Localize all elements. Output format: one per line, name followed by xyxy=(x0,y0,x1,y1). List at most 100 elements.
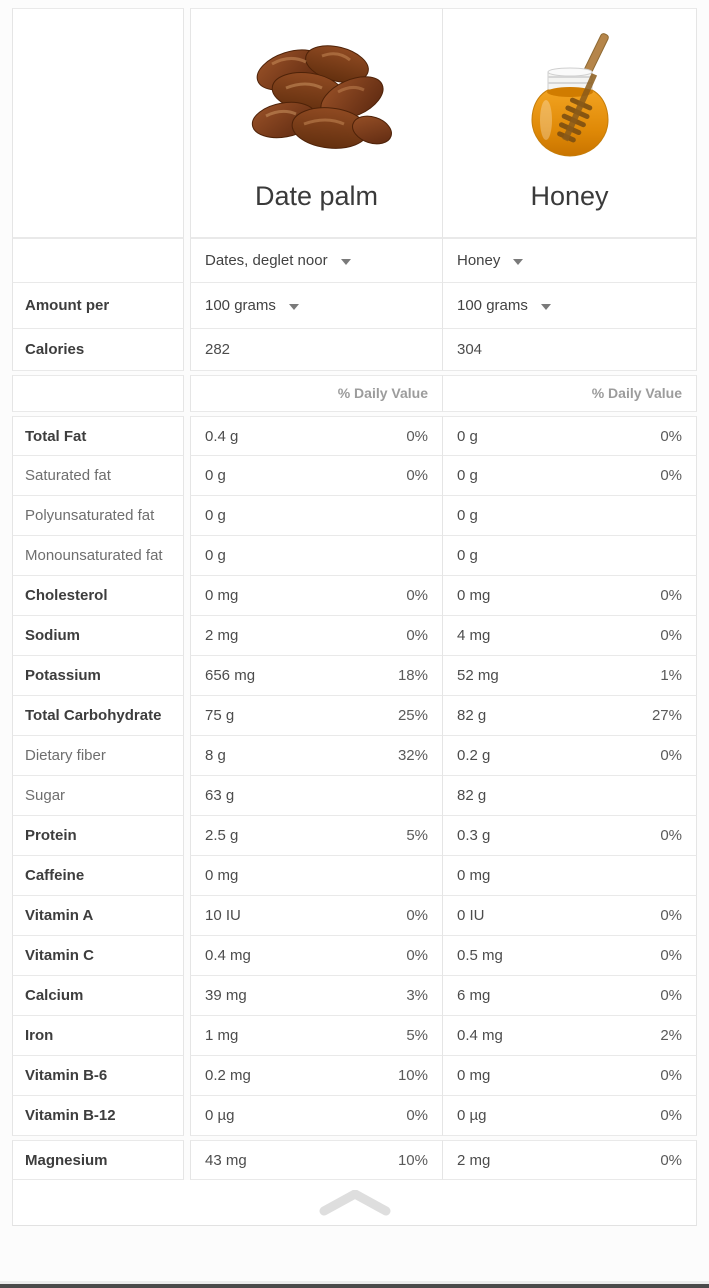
nutrient-amount: 39 mg xyxy=(205,987,247,1004)
nutrient-label: Vitamin B-12 xyxy=(12,1096,184,1136)
nutrient-amount: 0 mg xyxy=(457,867,491,884)
nutrient-cell-honey: 2 mg 0% xyxy=(442,1140,697,1180)
calories-value: 282 xyxy=(205,341,231,358)
nutrient-amount: 0.4 mg xyxy=(457,1027,503,1044)
chevron-up-icon xyxy=(319,1189,390,1215)
nutrient-row: Vitamin B-6 0.2 mg 10% 0 mg 0% xyxy=(12,1056,697,1096)
nutrient-amount: 0 mg xyxy=(205,867,239,884)
nutrient-cell-date-palm: 0 g xyxy=(190,496,442,536)
nutrient-amount: 63 g xyxy=(205,787,235,804)
nutrient-row: Vitamin C 0.4 mg 0% 0.5 mg 0% xyxy=(12,936,697,976)
bottom-screen-bar xyxy=(0,1284,709,1288)
amount-cell-honey: 100 grams xyxy=(442,283,697,329)
nutrient-label: Monounsaturated fat xyxy=(12,536,184,576)
variety-empty-label-cell xyxy=(12,238,184,283)
nutrient-label: Polyunsaturated fat xyxy=(12,496,184,536)
nutrient-amount: 82 g xyxy=(457,707,487,724)
nutrient-cell-date-palm: 0 g xyxy=(190,536,442,576)
nutrient-cell-honey: 6 mg 0% xyxy=(442,976,697,1016)
caret-down-icon xyxy=(513,258,524,265)
nutrient-row: Iron 1 mg 5% 0.4 mg 2% xyxy=(12,1016,697,1056)
nutrient-daily-value: 0% xyxy=(660,747,682,764)
variety-select-honey[interactable]: Honey xyxy=(457,251,524,270)
amount-select-honey[interactable]: 100 grams xyxy=(457,296,551,315)
nutrient-daily-value: 0% xyxy=(660,1152,682,1169)
nutrient-cell-honey: 0 mg xyxy=(442,856,697,896)
variety-row: Dates, deglet noor Honey xyxy=(12,238,697,283)
nutrient-amount: 0 mg xyxy=(205,587,239,604)
caret-down-icon xyxy=(540,303,551,310)
nutrient-daily-value: 32% xyxy=(397,747,428,764)
nutrient-amount: 0 g xyxy=(457,547,478,564)
nutrient-cell-honey: 0 g 0% xyxy=(442,456,697,496)
nutrient-cell-date-palm: 75 g 25% xyxy=(190,696,442,736)
nutrient-cell-date-palm: 10 IU 0% xyxy=(190,896,442,936)
nutrient-row: Calcium 39 mg 3% 6 mg 0% xyxy=(12,976,697,1016)
nutrient-cell-honey: 0.2 g 0% xyxy=(442,736,697,776)
nutrient-cell-date-palm: 39 mg 3% xyxy=(190,976,442,1016)
nutrient-cell-honey: 0.5 mg 0% xyxy=(442,936,697,976)
nutrient-label: Cholesterol xyxy=(12,576,184,616)
nutrient-amount: 52 mg xyxy=(457,667,499,684)
nutrient-amount: 0 g xyxy=(205,507,226,524)
nutrient-amount: 0 µg xyxy=(205,1107,235,1124)
nutrient-daily-value: 0% xyxy=(660,827,682,844)
amount-select-date-palm[interactable]: 100 grams xyxy=(205,296,299,315)
nutrient-cell-honey: 0 µg 0% xyxy=(442,1096,697,1136)
nutrient-amount: 0 IU xyxy=(457,907,485,924)
nutrient-cell-date-palm: 0.2 mg 10% xyxy=(190,1056,442,1096)
nutrient-label: Total Fat xyxy=(12,416,184,456)
nutrient-row: Vitamin A 10 IU 0% 0 IU 0% xyxy=(12,896,697,936)
nutrient-amount: 2.5 g xyxy=(205,827,239,844)
nutrient-daily-value: 5% xyxy=(406,827,428,844)
nutrient-amount: 43 mg xyxy=(205,1152,247,1169)
nutrient-cell-honey: 82 g xyxy=(442,776,697,816)
nutrient-amount: 0.2 g xyxy=(457,747,491,764)
nutrient-row: Dietary fiber 8 g 32% 0.2 g 0% xyxy=(12,736,697,776)
nutrient-daily-value: 0% xyxy=(406,1107,428,1124)
nutrient-label: Magnesium xyxy=(12,1140,184,1180)
dv-header-honey: % Daily Value xyxy=(442,375,697,412)
nutrient-cell-date-palm: 656 mg 18% xyxy=(190,656,442,696)
nutrient-row: Polyunsaturated fat 0 g 0 g xyxy=(12,496,697,536)
nutrient-row: Vitamin B-12 0 µg 0% 0 µg 0% xyxy=(12,1096,697,1136)
nutrient-row: Sodium 2 mg 0% 4 mg 0% xyxy=(12,616,697,656)
nutrient-daily-value: 0% xyxy=(406,428,428,445)
nutrient-label: Sodium xyxy=(12,616,184,656)
nutrient-cell-honey: 0.4 mg 2% xyxy=(442,1016,697,1056)
nutrient-daily-value: 0% xyxy=(406,907,428,924)
nutrient-cell-honey: 82 g 27% xyxy=(442,696,697,736)
nutrient-cell-honey: 0 g 0% xyxy=(442,416,697,456)
nutrient-cell-date-palm: 2.5 g 5% xyxy=(190,816,442,856)
nutrient-daily-value: 2% xyxy=(660,1027,682,1044)
nutrient-amount: 0 g xyxy=(205,467,226,484)
nutrient-row: Sugar 63 g 82 g xyxy=(12,776,697,816)
nutrient-amount: 0 g xyxy=(457,428,478,445)
nutrient-daily-value: 5% xyxy=(406,1027,428,1044)
nutrient-cell-honey: 0.3 g 0% xyxy=(442,816,697,856)
nutrient-label: Saturated fat xyxy=(12,456,184,496)
nutrient-label: Calcium xyxy=(12,976,184,1016)
dv-header-date-palm: % Daily Value xyxy=(190,375,442,412)
variety-select-value: Honey xyxy=(457,252,501,269)
nutrient-daily-value: 0% xyxy=(406,587,428,604)
nutrient-daily-value: 0% xyxy=(660,627,682,644)
nutrient-label: Vitamin A xyxy=(12,896,184,936)
nutrient-daily-value: 10% xyxy=(397,1067,428,1084)
nutrient-cell-date-palm: 0 µg 0% xyxy=(190,1096,442,1136)
nutrient-row: Monounsaturated fat 0 g 0 g xyxy=(12,536,697,576)
nutrient-amount: 0.4 g xyxy=(205,428,239,445)
nutrient-daily-value: 3% xyxy=(406,987,428,1004)
nutrient-amount: 0.4 mg xyxy=(205,947,251,964)
variety-select-date-palm[interactable]: Dates, deglet noor xyxy=(205,251,351,270)
nutrient-label: Total Carbohydrate xyxy=(12,696,184,736)
nutrient-row: Magnesium 43 mg 10% 2 mg 0% xyxy=(12,1140,697,1180)
nutrient-cell-honey: 0 mg 0% xyxy=(442,1056,697,1096)
nutrient-amount: 0.3 g xyxy=(457,827,491,844)
caret-down-icon xyxy=(288,303,299,310)
nutrient-row: Saturated fat 0 g 0% 0 g 0% xyxy=(12,456,697,496)
collapse-button[interactable] xyxy=(12,1180,697,1226)
nutrient-row: Total Fat 0.4 g 0% 0 g 0% xyxy=(12,416,697,456)
nutrient-cell-date-palm: 63 g xyxy=(190,776,442,816)
nutrition-comparison-table: Date palm xyxy=(12,8,697,1226)
